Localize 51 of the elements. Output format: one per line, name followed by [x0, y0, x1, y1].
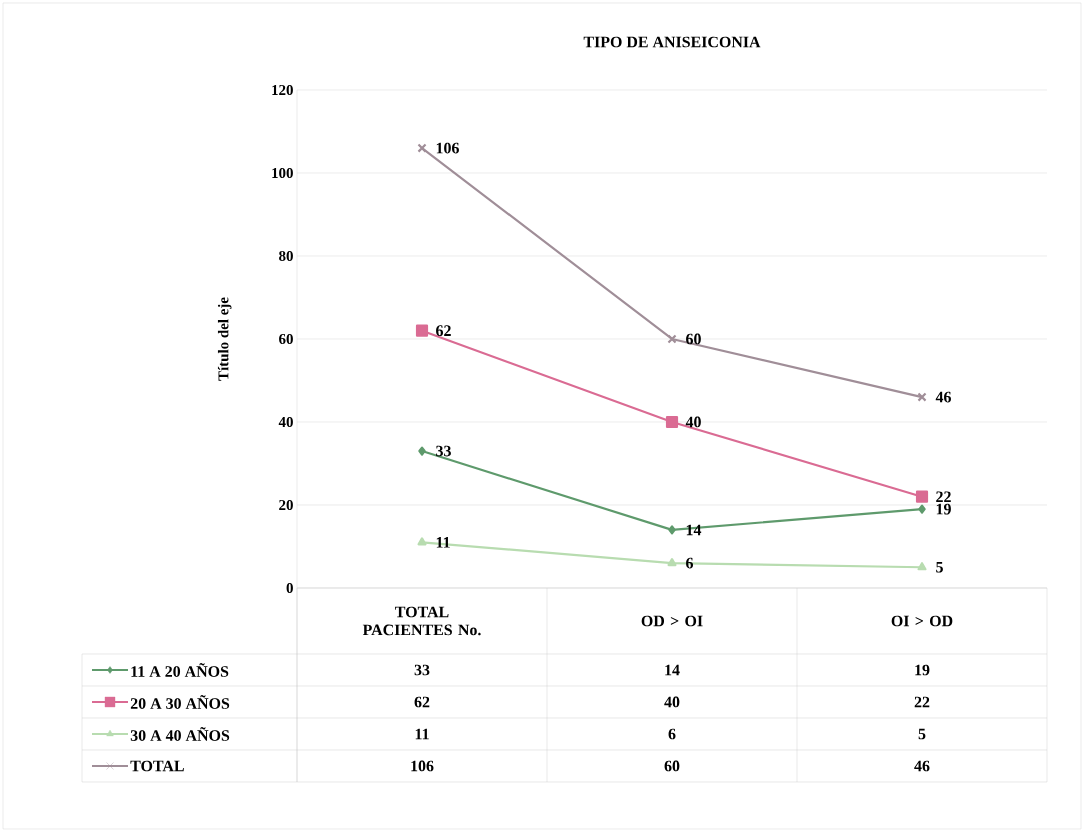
point: [667, 334, 677, 344]
y-tick-label: 80: [279, 250, 293, 262]
data-label: 11: [415, 728, 429, 740]
data-label: 46: [914, 760, 930, 772]
text: 33: [436, 445, 451, 457]
x-tick-label: OD > OI: [641, 615, 703, 627]
text: 11: [436, 537, 450, 548]
point: [918, 504, 926, 514]
legend-label: TOTAL: [130, 760, 184, 772]
point: [417, 537, 427, 546]
data-label: 33: [414, 664, 430, 676]
y-tick-label: 40: [278, 416, 293, 428]
text: 106: [436, 142, 459, 154]
text: 19: [936, 503, 951, 515]
text: 22: [936, 491, 951, 502]
data-label: 14: [665, 664, 680, 676]
data-label: 22: [914, 696, 930, 708]
data-label: 60: [664, 760, 680, 772]
y-tick-label: 120: [272, 84, 293, 96]
point: [915, 490, 929, 503]
data-label: 62: [414, 696, 430, 708]
text: 46: [935, 391, 951, 403]
data-label: 6: [668, 728, 676, 740]
y-tick-label: 20: [279, 499, 293, 511]
text: 5: [936, 561, 943, 573]
legend-label: 20 A 30 AÑOS: [130, 695, 230, 709]
point: [417, 143, 427, 153]
point: [665, 415, 679, 429]
legend-label: 11 A 20 AÑOS: [131, 663, 229, 677]
y-tick-label: 60: [279, 333, 293, 345]
text: 60: [686, 333, 701, 345]
x-tick-label: TOTAL PACIENTES No.: [362, 606, 481, 636]
data-label: 19: [915, 664, 930, 676]
point: [667, 558, 677, 567]
text: 40: [685, 416, 701, 428]
y-tick-label: 100: [272, 167, 293, 179]
text: 6: [686, 557, 694, 569]
text: 62: [436, 325, 451, 337]
data-label: 5: [918, 728, 926, 740]
x-tick-label: OI > OD: [891, 615, 953, 627]
y-tick-label: 0: [286, 582, 293, 594]
point: [917, 392, 927, 402]
data-label: 106: [411, 760, 434, 772]
point: [415, 324, 429, 337]
point: [668, 525, 676, 535]
data-label: 40: [664, 696, 680, 708]
point: [418, 446, 426, 456]
legend-label: 30 A 40 AÑOS: [130, 727, 230, 741]
point: [917, 562, 927, 571]
chart-title: TIPO DE ANISEICONIA: [583, 36, 761, 48]
y-axis-title: Título del eje: [217, 297, 232, 381]
